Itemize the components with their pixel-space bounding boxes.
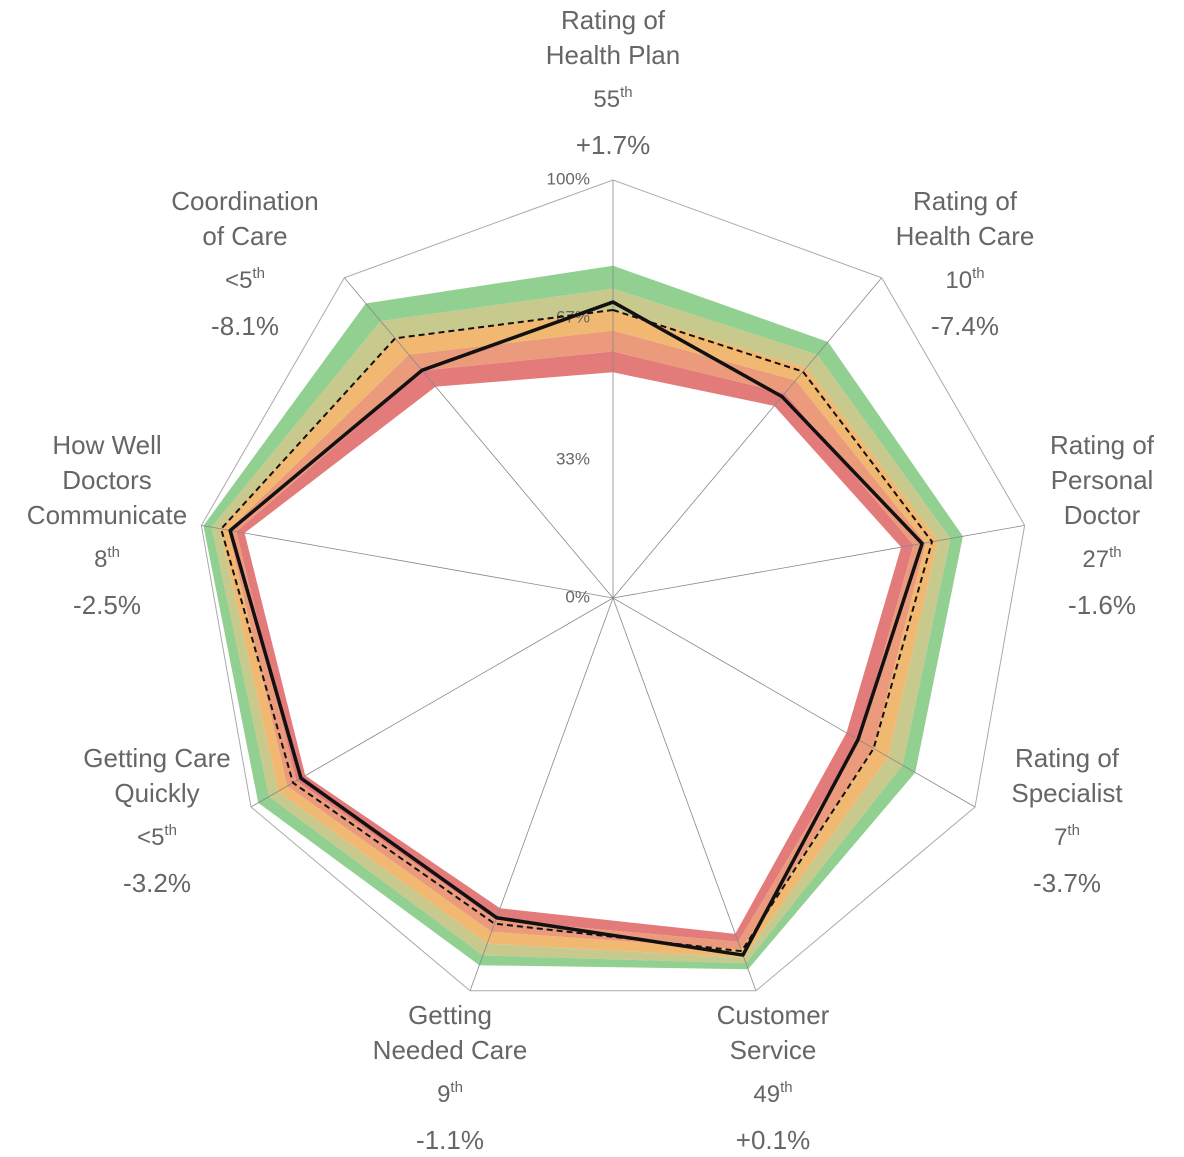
axis-label: Health Plan [546,40,680,70]
rank-suffix: th [1109,544,1122,561]
rank-value: 49 [753,1081,780,1108]
percentile-rank: 8th [94,544,120,573]
axis-label: Doctor [1064,500,1141,530]
axis-label: Rating of [1050,430,1155,460]
r-tick-label: 100% [547,169,590,188]
axis-label: Doctors [62,465,152,495]
axis-label: Communicate [27,500,187,530]
axis-label: of Care [202,221,287,251]
change-label: +1.7% [576,130,650,160]
change-label: -3.2% [123,868,191,898]
spoke [612,277,882,599]
rank-value: 55 [593,86,620,113]
axis-label: Getting [408,1000,492,1030]
rank-value: 9 [437,1081,450,1108]
rank-value: 8 [94,546,107,573]
change-label: -7.4% [931,311,999,341]
axis-label: Rating of [561,5,666,35]
spoke [344,277,614,599]
rank-suffix: th [780,1079,793,1096]
spoke [250,597,614,808]
spoke [612,597,976,808]
change-label: +0.1% [736,1125,810,1155]
axis-label: Quickly [114,778,199,808]
grid-ring [200,179,1026,992]
spoke [612,525,1025,599]
axis-label: Getting Care [83,743,230,773]
rank-value: 10 [945,267,972,294]
change-label: -2.5% [73,590,141,620]
change-label: -3.7% [1033,868,1101,898]
r-tick-label: 0% [565,587,590,606]
percentile-rank: 27th [1082,544,1121,573]
percentile-rank: 10th [945,265,984,294]
spoke [612,597,757,991]
axis-label: Specialist [1011,778,1123,808]
axis-label: Needed Care [373,1035,528,1065]
axis-label: How Well [52,430,161,460]
r-tick-label: 33% [556,450,590,469]
spoke [469,597,614,991]
rank-value: <5 [137,824,164,851]
rank-suffix: th [972,265,985,282]
rank-value: <5 [225,267,252,294]
percentile-rank: 49th [753,1079,792,1108]
percentile-rank: 55th [593,84,632,113]
rank-suffix: th [252,265,265,282]
axis-label: Personal [1051,465,1154,495]
series-line [228,300,924,957]
change-label: -1.1% [416,1125,484,1155]
rank-value: 27 [1082,546,1109,573]
percentile-rank: 7th [1054,822,1080,851]
percentile-rank: <5th [137,822,177,851]
rank-suffix: th [620,84,633,101]
rank-suffix: th [1067,822,1080,839]
spoke [201,525,614,599]
percentile-rank: <5th [225,265,265,294]
axis-label: Coordination [171,186,318,216]
percentile-rank: 9th [437,1079,463,1108]
rank-suffix: th [107,544,120,561]
change-label: -1.6% [1068,590,1136,620]
axis-label: Customer [717,1000,830,1030]
axis-label: Health Care [896,221,1035,251]
axis-label: Service [730,1035,817,1065]
axis-label: Rating of [913,186,1018,216]
rank-suffix: th [164,822,177,839]
rank-value: 7 [1054,824,1067,851]
change-label: -8.1% [211,311,279,341]
rank-suffix: th [450,1079,463,1096]
axis-label: Rating of [1015,743,1120,773]
